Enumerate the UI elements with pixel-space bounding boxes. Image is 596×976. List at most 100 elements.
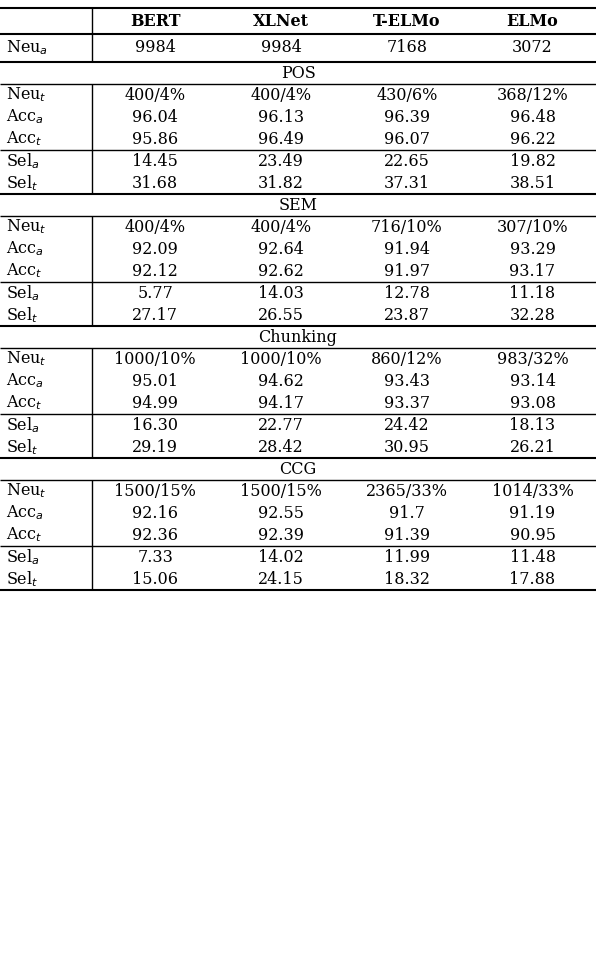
- Text: Sel$_a$: Sel$_a$: [6, 283, 40, 303]
- Text: 96.39: 96.39: [384, 108, 430, 126]
- Text: 92.36: 92.36: [132, 526, 178, 544]
- Text: Acc$_t$: Acc$_t$: [6, 393, 42, 412]
- Text: 94.99: 94.99: [132, 394, 178, 412]
- Text: 96.04: 96.04: [132, 108, 178, 126]
- Text: 94.62: 94.62: [258, 373, 304, 389]
- Text: 400/4%: 400/4%: [250, 219, 312, 235]
- Text: Neu$_t$: Neu$_t$: [6, 218, 46, 236]
- Text: 14.02: 14.02: [258, 549, 304, 565]
- Text: ELMo: ELMo: [507, 13, 558, 29]
- Text: 26.21: 26.21: [510, 438, 555, 456]
- Text: 92.55: 92.55: [258, 505, 304, 521]
- Text: 430/6%: 430/6%: [376, 87, 437, 103]
- Text: 11.99: 11.99: [384, 549, 430, 565]
- Text: 95.01: 95.01: [132, 373, 178, 389]
- Text: 7168: 7168: [386, 39, 427, 57]
- Text: 22.65: 22.65: [384, 152, 430, 170]
- Text: 93.37: 93.37: [384, 394, 430, 412]
- Text: Sel$_t$: Sel$_t$: [6, 305, 38, 325]
- Text: POS: POS: [281, 64, 315, 82]
- Text: 92.12: 92.12: [132, 263, 178, 279]
- Text: 983/32%: 983/32%: [496, 350, 569, 368]
- Text: 12.78: 12.78: [384, 284, 430, 302]
- Text: 24.15: 24.15: [258, 571, 304, 588]
- Text: 93.08: 93.08: [510, 394, 555, 412]
- Text: 96.48: 96.48: [510, 108, 555, 126]
- Text: 1000/10%: 1000/10%: [114, 350, 196, 368]
- Text: 400/4%: 400/4%: [250, 87, 312, 103]
- Text: 94.17: 94.17: [258, 394, 304, 412]
- Text: 93.14: 93.14: [510, 373, 555, 389]
- Text: SEM: SEM: [278, 196, 318, 214]
- Text: 23.87: 23.87: [384, 306, 430, 323]
- Text: 400/4%: 400/4%: [125, 87, 186, 103]
- Text: 91.94: 91.94: [384, 240, 430, 258]
- Text: Acc$_a$: Acc$_a$: [6, 240, 44, 259]
- Text: Acc$_a$: Acc$_a$: [6, 372, 44, 390]
- Text: Neu$_a$: Neu$_a$: [6, 39, 48, 58]
- Text: 38.51: 38.51: [510, 175, 555, 191]
- Text: 26.55: 26.55: [258, 306, 304, 323]
- Text: 31.82: 31.82: [258, 175, 304, 191]
- Text: 18.13: 18.13: [510, 417, 555, 433]
- Text: 30.95: 30.95: [384, 438, 430, 456]
- Text: 91.39: 91.39: [384, 526, 430, 544]
- Text: 93.17: 93.17: [510, 263, 555, 279]
- Text: Chunking: Chunking: [259, 329, 337, 346]
- Text: 23.49: 23.49: [258, 152, 304, 170]
- Text: Sel$_a$: Sel$_a$: [6, 415, 40, 435]
- Text: 368/12%: 368/12%: [496, 87, 569, 103]
- Text: 91.19: 91.19: [510, 505, 555, 521]
- Text: 1014/33%: 1014/33%: [492, 482, 573, 500]
- Text: 16.30: 16.30: [132, 417, 178, 433]
- Text: 92.62: 92.62: [258, 263, 304, 279]
- Text: Acc$_t$: Acc$_t$: [6, 262, 42, 280]
- Text: Acc$_t$: Acc$_t$: [6, 526, 42, 545]
- Text: 1500/15%: 1500/15%: [240, 482, 322, 500]
- Text: 7.33: 7.33: [137, 549, 173, 565]
- Text: 14.03: 14.03: [258, 284, 304, 302]
- Text: 19.82: 19.82: [510, 152, 555, 170]
- Text: T-ELMo: T-ELMo: [373, 13, 440, 29]
- Text: 91.97: 91.97: [384, 263, 430, 279]
- Text: 5.77: 5.77: [137, 284, 173, 302]
- Text: 92.09: 92.09: [132, 240, 178, 258]
- Text: 37.31: 37.31: [384, 175, 430, 191]
- Text: 15.06: 15.06: [132, 571, 178, 588]
- Text: Acc$_a$: Acc$_a$: [6, 107, 44, 126]
- Text: Sel$_t$: Sel$_t$: [6, 437, 38, 457]
- Text: 22.77: 22.77: [258, 417, 304, 433]
- Text: 3072: 3072: [512, 39, 553, 57]
- Text: Sel$_a$: Sel$_a$: [6, 151, 40, 171]
- Text: 400/4%: 400/4%: [125, 219, 186, 235]
- Text: 9984: 9984: [260, 39, 302, 57]
- Text: 2365/33%: 2365/33%: [366, 482, 448, 500]
- Text: Sel$_t$: Sel$_t$: [6, 569, 38, 589]
- Text: 90.95: 90.95: [510, 526, 555, 544]
- Text: 17.88: 17.88: [510, 571, 555, 588]
- Text: Neu$_t$: Neu$_t$: [6, 86, 46, 104]
- Text: 9984: 9984: [135, 39, 176, 57]
- Text: 18.32: 18.32: [384, 571, 430, 588]
- Text: Sel$_a$: Sel$_a$: [6, 548, 40, 567]
- Text: 716/10%: 716/10%: [371, 219, 443, 235]
- Text: Neu$_t$: Neu$_t$: [6, 481, 46, 501]
- Text: 92.64: 92.64: [258, 240, 304, 258]
- Text: 96.07: 96.07: [384, 131, 430, 147]
- Text: 31.68: 31.68: [132, 175, 178, 191]
- Text: 91.7: 91.7: [389, 505, 425, 521]
- Text: Neu$_t$: Neu$_t$: [6, 349, 46, 368]
- Text: 93.43: 93.43: [384, 373, 430, 389]
- Text: 860/12%: 860/12%: [371, 350, 443, 368]
- Text: 96.49: 96.49: [258, 131, 304, 147]
- Text: 29.19: 29.19: [132, 438, 178, 456]
- Text: 307/10%: 307/10%: [496, 219, 569, 235]
- Text: 96.13: 96.13: [258, 108, 304, 126]
- Text: 14.45: 14.45: [132, 152, 178, 170]
- Text: 27.17: 27.17: [132, 306, 178, 323]
- Text: CCG: CCG: [280, 461, 316, 477]
- Text: 28.42: 28.42: [258, 438, 304, 456]
- Text: Acc$_a$: Acc$_a$: [6, 504, 44, 522]
- Text: 92.39: 92.39: [258, 526, 304, 544]
- Text: BERT: BERT: [130, 13, 181, 29]
